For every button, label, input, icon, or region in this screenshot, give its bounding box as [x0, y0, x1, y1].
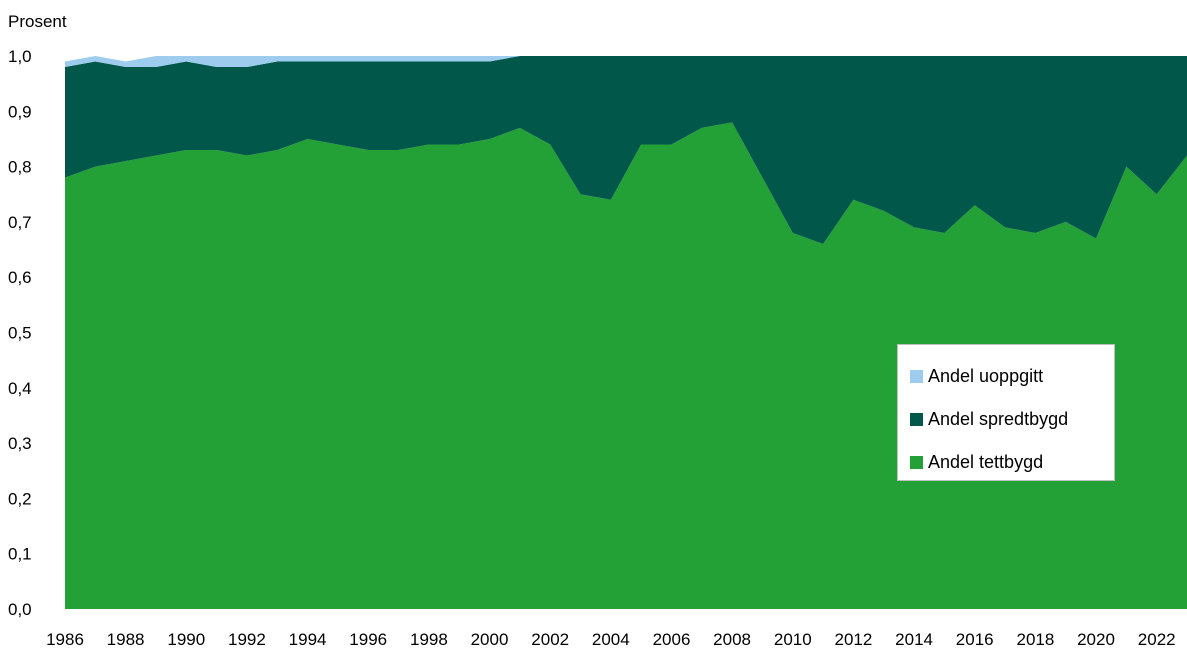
x-tick-label: 1994: [289, 630, 327, 649]
x-tick-label: 2008: [713, 630, 751, 649]
y-tick-label: 0,4: [8, 379, 32, 398]
legend-swatch-uoppgitt: [910, 370, 923, 383]
x-tick-label: 2002: [531, 630, 569, 649]
x-tick-label: 1998: [410, 630, 448, 649]
legend-label-spredtbygd: Andel spredtbygd: [928, 409, 1069, 429]
x-tick-label: 1990: [167, 630, 205, 649]
x-tick-labels: 1986 1988 1990 1992 1994 1996 1998 2000 2002 2004…: [46, 630, 1176, 649]
legend-item-uoppgitt: Andel uoppgitt: [898, 355, 1114, 398]
y-tick-label: 0,9: [8, 102, 32, 121]
legend-swatch-tettbygd: [910, 456, 923, 469]
x-tick-label: 2010: [774, 630, 812, 649]
x-tick-label: 1996: [349, 630, 387, 649]
x-tick-label: 2000: [471, 630, 509, 649]
y-tick-label: 0,7: [8, 213, 32, 232]
areas: [65, 56, 1187, 610]
x-tick-label: 2020: [1077, 630, 1115, 649]
x-tick-label: 2016: [956, 630, 994, 649]
legend-item-spredtbygd: Andel spredtbygd: [898, 398, 1114, 441]
x-tick-label: 1988: [107, 630, 145, 649]
x-tick-label: 2018: [1016, 630, 1054, 649]
y-tick-label: 0,5: [8, 324, 32, 343]
legend-item-tettbygd: Andel tettbygd: [898, 441, 1114, 484]
y-axis-title: Prosent: [8, 12, 67, 31]
legend-label-uoppgitt: Andel uoppgitt: [928, 366, 1044, 386]
legend: Andel uoppgitt Andel spredtbygd Andel te…: [897, 344, 1115, 481]
x-tick-label: 1992: [228, 630, 266, 649]
legend-swatch-spredtbygd: [910, 413, 923, 426]
area-series-andel-uoppgitt: [65, 56, 1187, 68]
area-series-andel-spredtbygd: [65, 56, 1187, 245]
y-tick-label: 0,3: [8, 434, 32, 453]
legend-label-tettbygd: Andel tettbygd: [928, 452, 1044, 472]
y-tick-label: 0,1: [8, 545, 32, 564]
y-tick-label: 0,2: [8, 489, 32, 508]
area-series-andel-tettbygd: [65, 122, 1187, 610]
x-tick-label: 2004: [592, 630, 630, 649]
x-tick-label: 2012: [834, 630, 872, 649]
y-tick-label: 0,8: [8, 158, 32, 177]
y-tick-label: 0,6: [8, 268, 32, 287]
x-tick-label: 2006: [653, 630, 691, 649]
y-tick-label: 0,0: [8, 600, 32, 619]
x-tick-label: 2022: [1138, 630, 1176, 649]
x-tick-label: 2014: [895, 630, 933, 649]
y-tick-label: 1,0: [8, 47, 32, 66]
x-tick-label: 1986: [46, 630, 84, 649]
y-tick-labels: 0,0 0,1 0,2 0,3 0,4 0,5 0,6 0,7 0,8 0,9 1,0: [8, 47, 32, 619]
